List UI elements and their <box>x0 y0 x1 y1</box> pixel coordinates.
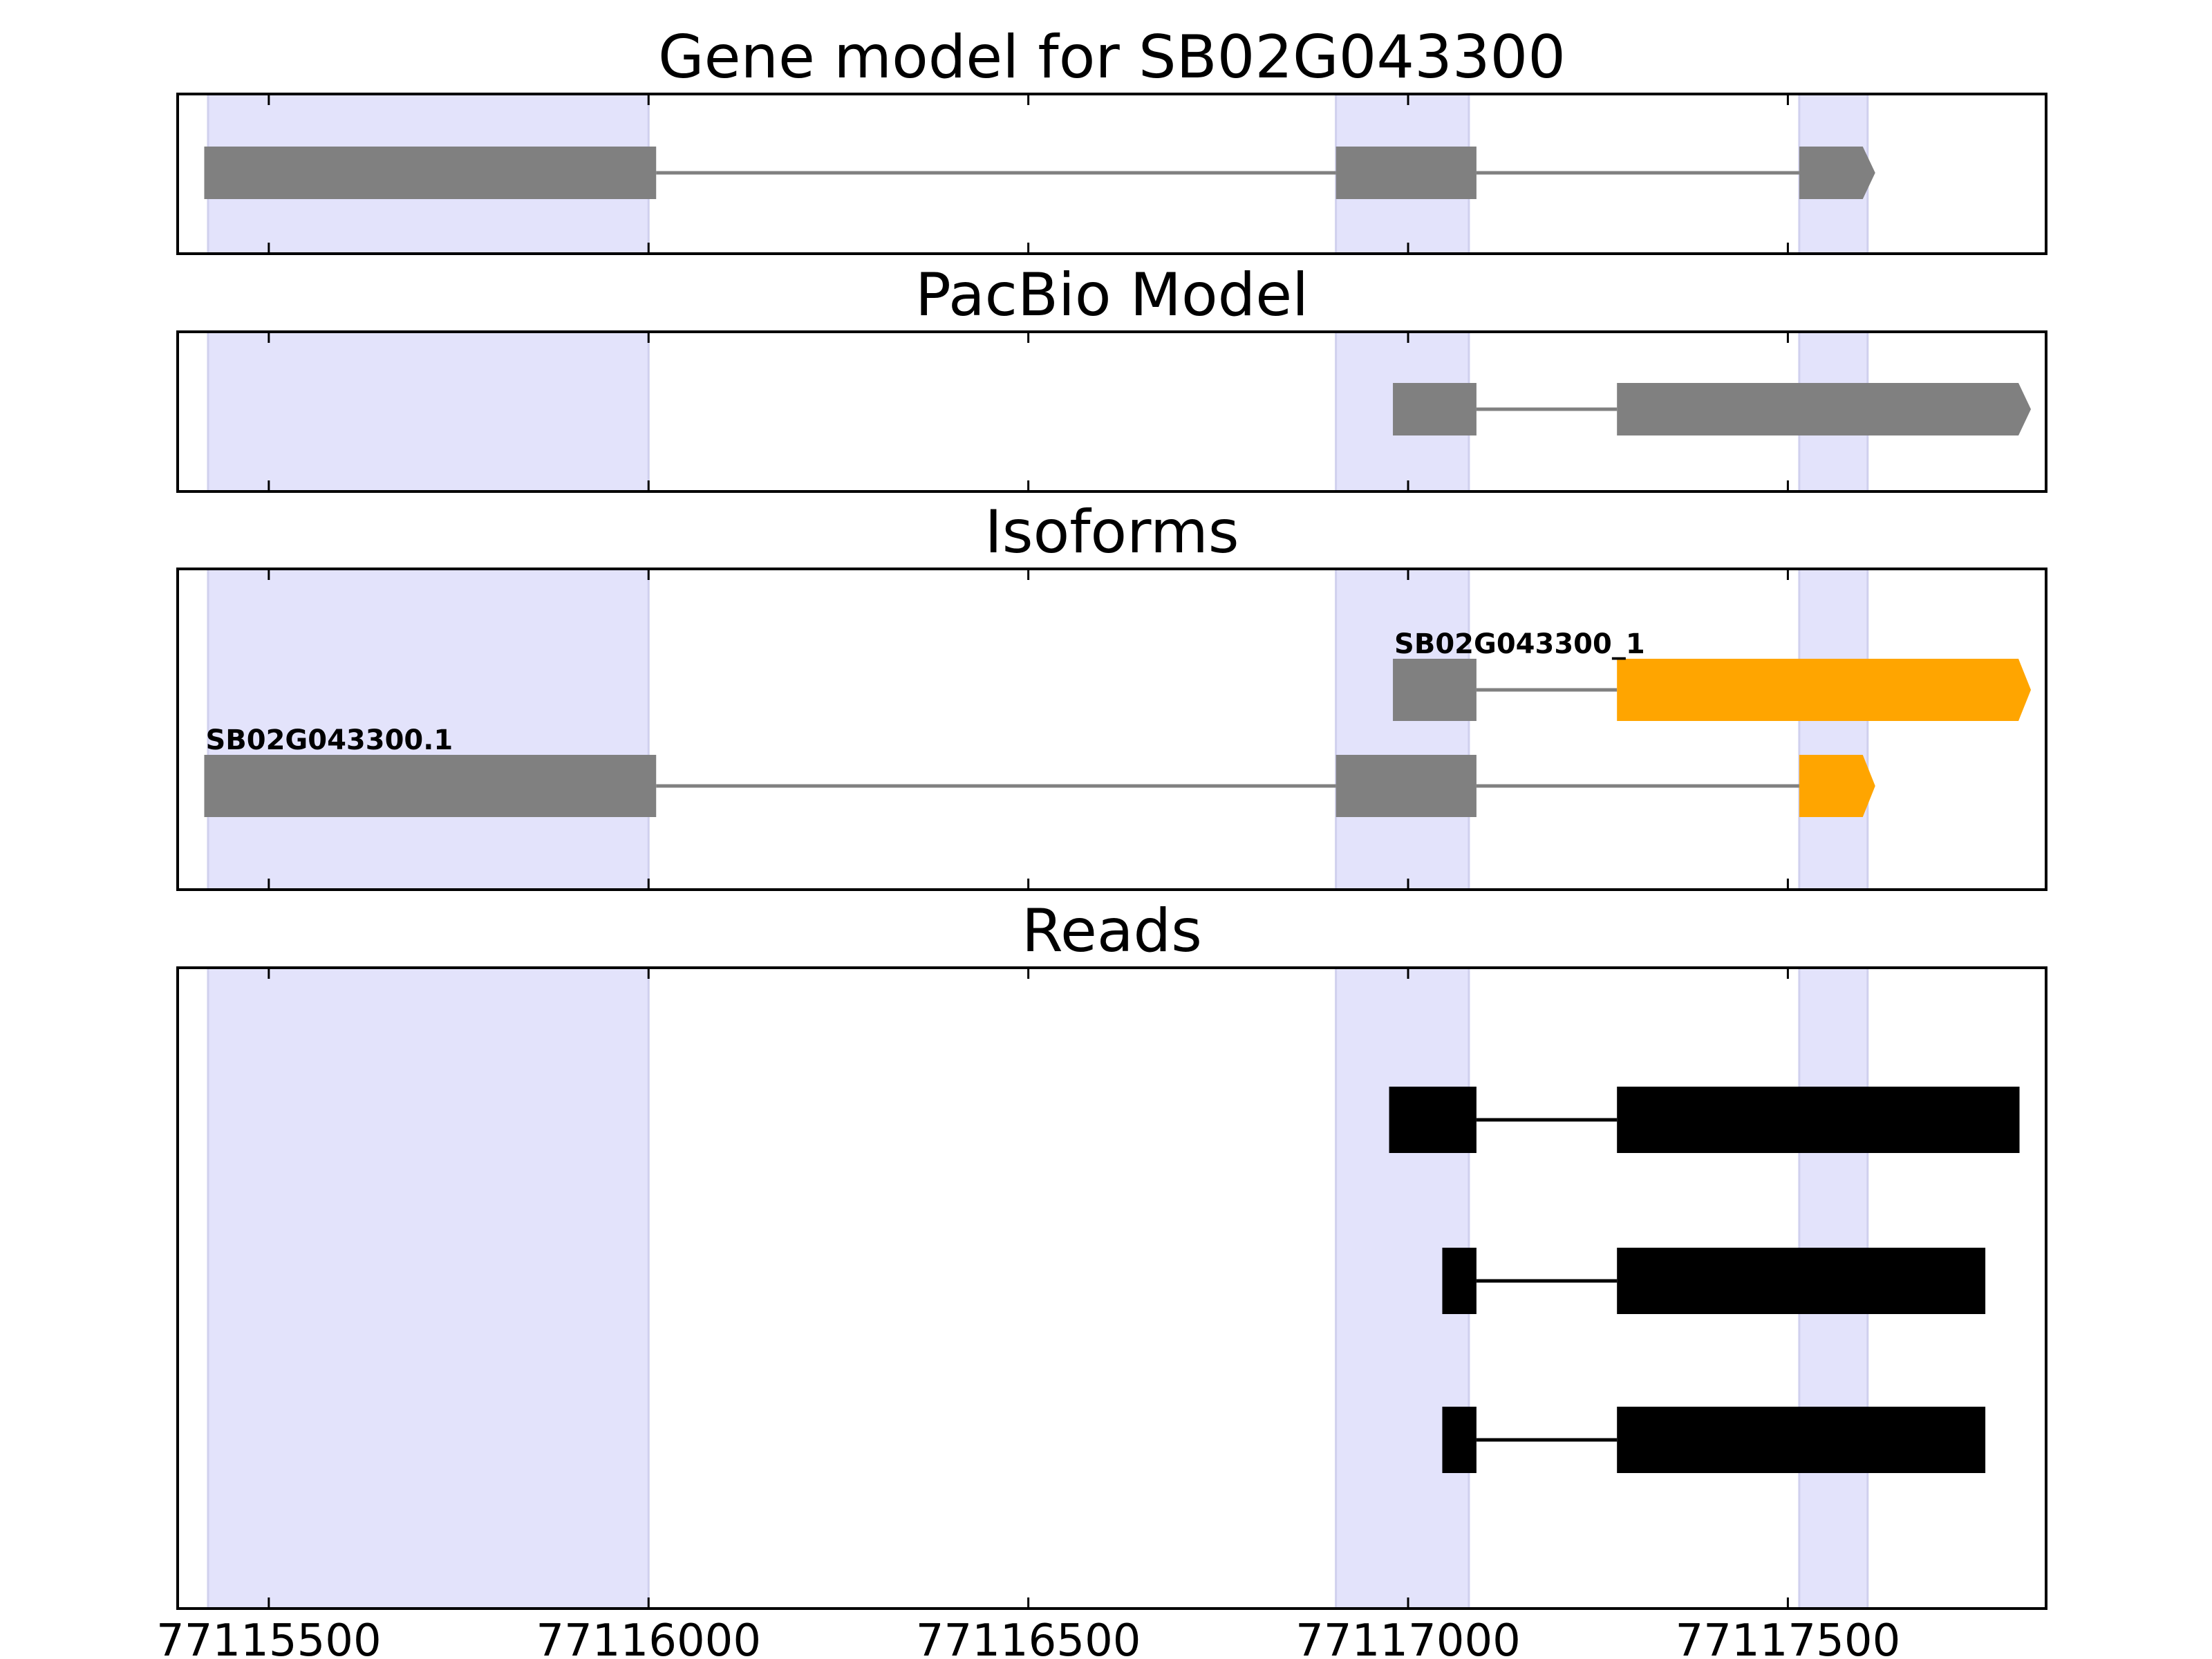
highlight-region <box>1798 568 1869 891</box>
x-tick-label: 77117000 <box>1295 1615 1521 1659</box>
exon <box>1442 1407 1477 1473</box>
panel-2: PacBio Model <box>176 261 2047 493</box>
exon <box>1617 659 2032 721</box>
exon <box>1617 1407 1986 1473</box>
panel-frame <box>176 966 2047 1610</box>
panel-frame <box>176 330 2047 493</box>
panel-title: Isoforms <box>984 498 1239 567</box>
panel-1: Gene model for SB02G043300 <box>176 23 2047 255</box>
isoform-label: SB02G043300.1 <box>205 724 453 756</box>
exon <box>1335 147 1477 199</box>
exon <box>1799 147 1875 199</box>
panel-title: Gene model for SB02G043300 <box>658 23 1566 92</box>
x-tick-label: 77117500 <box>1676 1615 1901 1659</box>
exon <box>1389 1087 1477 1153</box>
isoform-label: SB02G043300_1 <box>1394 628 1645 660</box>
highlight-region <box>1335 568 1470 891</box>
highlight-region <box>207 966 650 1610</box>
x-tick-label: 77116500 <box>916 1615 1141 1659</box>
panel-4: Reads <box>176 897 2047 1610</box>
exon <box>1617 383 2032 435</box>
panel-frame <box>176 93 2047 255</box>
x-tick-label: 77115500 <box>156 1615 382 1659</box>
exon <box>1799 755 1875 817</box>
exon <box>1393 659 1477 721</box>
exon <box>1393 383 1477 435</box>
exon <box>204 147 657 199</box>
panel-3: SB02G043300_1 SB02G043300.1 Isoforms <box>176 498 2047 891</box>
exon <box>1442 1248 1477 1314</box>
highlight-region <box>207 568 650 891</box>
exon <box>204 755 657 817</box>
panel-frame <box>176 568 2047 891</box>
panel-title: PacBio Model <box>915 261 1309 330</box>
panel-title: Reads <box>1022 897 1202 966</box>
exon <box>1335 755 1477 817</box>
exon <box>1617 1248 1986 1314</box>
highlight-region <box>207 330 650 493</box>
x-tick-label: 77116000 <box>536 1615 761 1659</box>
exon <box>1617 1087 2020 1153</box>
